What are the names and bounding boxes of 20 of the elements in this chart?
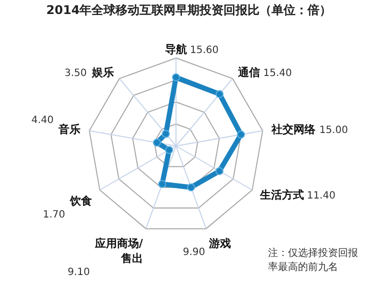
spoke-label: 饮食 xyxy=(69,194,92,208)
spoke-label: 游戏 xyxy=(208,236,232,250)
text: 1.70 xyxy=(42,209,66,220)
text: 4.40 xyxy=(31,115,54,126)
text: 11.40 xyxy=(306,190,336,202)
text: 3.50 xyxy=(64,68,87,79)
text: 9.10 xyxy=(68,266,90,278)
spoke-label: 通信 xyxy=(237,66,260,79)
text: 15.00 xyxy=(319,125,348,136)
spoke-label: 生活方式 xyxy=(258,188,304,202)
spoke-label: 应用商场/售出 xyxy=(94,236,144,265)
chart-title: 2014年全球移动互联网早期投资回报比（单位：倍） xyxy=(46,3,332,17)
text: 9.90 xyxy=(182,246,206,258)
spoke-label: 社交网络 xyxy=(270,123,316,136)
text: 注：仅选择投资回报率最高的前九名 xyxy=(268,247,358,273)
text: 15.40 xyxy=(263,68,292,79)
text: 15.60 xyxy=(190,45,219,56)
spoke-label: 导航 xyxy=(165,43,187,56)
spoke-label: 娱乐 xyxy=(90,66,114,79)
spoke-label: 音乐 xyxy=(58,123,81,136)
